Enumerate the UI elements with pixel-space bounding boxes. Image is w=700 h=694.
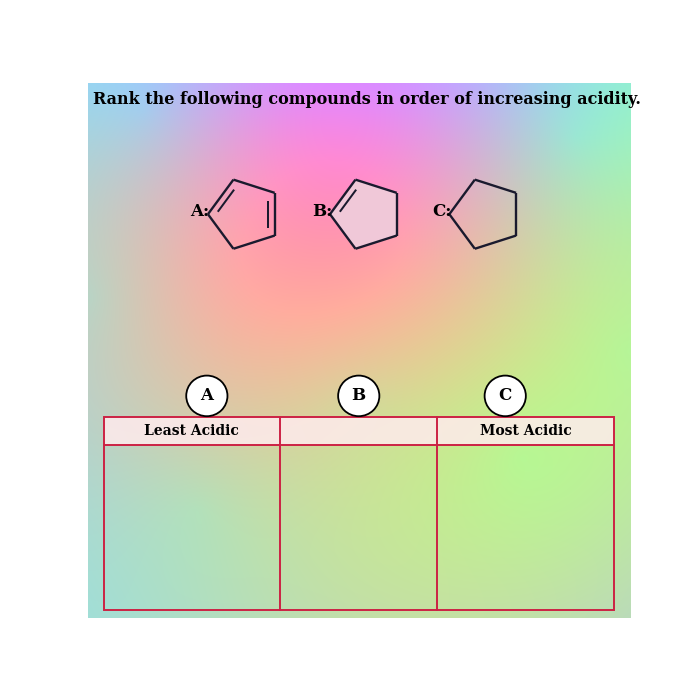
Circle shape (186, 375, 228, 416)
Text: C:: C: (432, 203, 452, 220)
Text: B:: B: (313, 203, 333, 220)
Text: B: B (351, 387, 366, 405)
Polygon shape (330, 180, 397, 248)
Circle shape (484, 375, 526, 416)
Bar (104, 417, 614, 445)
Text: C: C (498, 387, 512, 405)
Text: A: A (200, 387, 214, 405)
Circle shape (338, 375, 379, 416)
Text: Rank the following compounds in order of increasing acidity.: Rank the following compounds in order of… (93, 92, 640, 108)
Text: Most Acidic: Most Acidic (480, 424, 571, 438)
Bar (104, 417, 614, 609)
Text: A:: A: (190, 203, 210, 220)
Text: Least Acidic: Least Acidic (144, 424, 239, 438)
